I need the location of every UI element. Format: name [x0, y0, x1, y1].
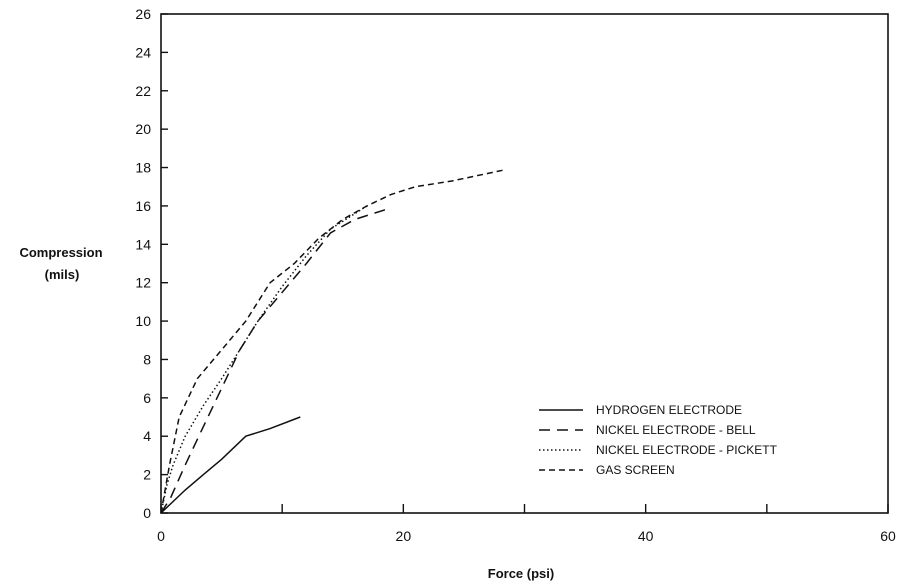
y-tick-label: 16	[135, 198, 151, 214]
axis-ticks	[160, 13, 889, 514]
x-tick-label: 20	[396, 528, 412, 544]
legend-label-1: HYDROGEN ELECTRODE	[596, 403, 742, 417]
y-tick-label: 4	[143, 428, 151, 444]
y-tick-label: 8	[143, 351, 151, 367]
x-tick-label: 60	[880, 528, 896, 544]
y-tick-label: 20	[135, 121, 151, 137]
y-tick-label: 12	[135, 275, 151, 291]
series-line-3	[160, 205, 368, 514]
y-axis-title-line-1: Compression	[19, 245, 102, 260]
y-tick-label: 24	[135, 44, 151, 60]
legend: HYDROGEN ELECTRODE NICKEL ELECTRODE - BEL…	[539, 403, 778, 477]
plot-frame	[160, 13, 889, 514]
y-tick-label: 2	[143, 467, 151, 483]
y-tick-label: 0	[143, 505, 151, 521]
x-axis-title: Force (psi)	[488, 566, 554, 581]
y-tick-label: 18	[135, 160, 151, 176]
legend-label-3: NICKEL ELECTRODE - PICKETT	[596, 443, 778, 457]
legend-label-4: GAS SCREEN	[596, 463, 675, 477]
series-line-4	[160, 168, 507, 514]
legend-label-2: NICKEL ELECTRODE - BELL	[596, 423, 756, 437]
series-line-2	[160, 207, 392, 514]
y-tick-label: 6	[143, 390, 151, 406]
y-tick-label: 10	[135, 313, 151, 329]
x-tick-label: 0	[157, 528, 165, 544]
y-axis-title-line-2: (mils)	[45, 267, 80, 282]
y-tick-label: 26	[135, 6, 151, 22]
series-line-1	[160, 416, 301, 514]
series-lines	[160, 168, 507, 514]
y-tick-label: 14	[135, 236, 151, 252]
y-tick-label: 22	[135, 83, 151, 99]
x-tick-label: 40	[638, 528, 654, 544]
